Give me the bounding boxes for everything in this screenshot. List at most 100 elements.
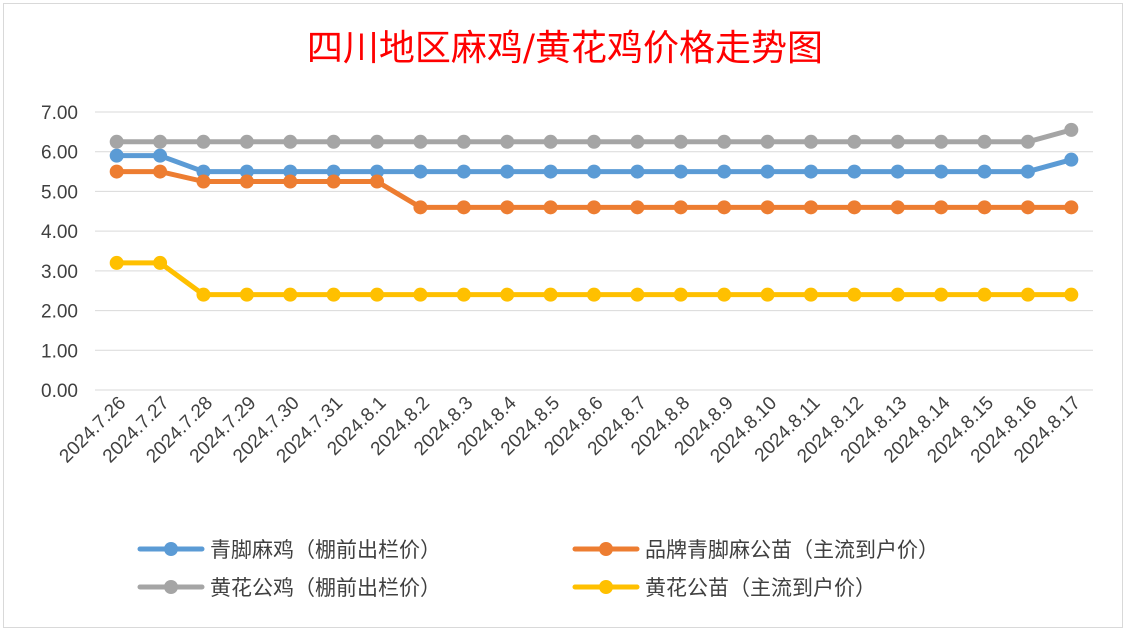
data-point xyxy=(673,164,688,179)
data-point xyxy=(153,164,168,179)
data-point xyxy=(847,200,862,215)
data-point xyxy=(803,287,818,302)
series-3 xyxy=(109,122,1079,149)
y-tick-label: 0.00 xyxy=(41,381,78,402)
gridlines xyxy=(95,111,1093,391)
data-point xyxy=(500,287,515,302)
data-point xyxy=(587,200,601,215)
data-point xyxy=(500,134,515,149)
data-point xyxy=(109,148,124,163)
data-point xyxy=(934,200,949,215)
data-point xyxy=(370,164,385,179)
data-point xyxy=(283,287,298,302)
data-point xyxy=(977,134,992,149)
data-point xyxy=(1064,152,1079,167)
series-lines xyxy=(109,122,1079,302)
data-point xyxy=(760,164,775,179)
legend-marker xyxy=(599,580,613,594)
data-point xyxy=(239,134,254,149)
data-point xyxy=(1020,164,1035,179)
data-point xyxy=(760,200,775,215)
data-point xyxy=(196,164,211,179)
data-point xyxy=(847,287,862,302)
data-point xyxy=(326,287,341,302)
legend-label: 黄花公苗（主流到户价） xyxy=(645,576,876,600)
y-tick-label: 2.00 xyxy=(41,302,78,323)
y-tick-label: 1.00 xyxy=(41,341,78,362)
data-point xyxy=(977,164,992,179)
data-point xyxy=(456,134,471,149)
y-tick-label: 6.00 xyxy=(41,143,78,164)
data-point xyxy=(283,164,298,179)
data-point xyxy=(1020,287,1035,302)
legend-item: 青脚麻鸡（棚前出栏价） xyxy=(137,538,441,562)
data-point xyxy=(543,287,558,302)
data-point xyxy=(153,134,168,149)
data-point xyxy=(109,134,124,149)
legend-item: 黄花公苗（主流到户价） xyxy=(572,576,876,600)
data-point xyxy=(283,174,298,189)
data-point xyxy=(847,164,862,179)
data-point xyxy=(1020,200,1035,215)
data-point xyxy=(803,200,818,215)
data-point xyxy=(1020,134,1035,149)
series-2 xyxy=(109,164,1079,215)
data-point xyxy=(890,287,905,302)
legend-label: 黄花公鸡（棚前出栏价） xyxy=(210,576,441,600)
data-point xyxy=(500,164,515,179)
data-point xyxy=(456,287,471,302)
data-point xyxy=(1064,200,1079,215)
data-point xyxy=(890,134,905,149)
data-point xyxy=(673,287,688,302)
data-point xyxy=(760,134,775,149)
data-point xyxy=(803,164,818,179)
data-point xyxy=(934,164,949,179)
data-point xyxy=(890,200,905,215)
y-axis-ticks: 0.00 1.00 2.00 3.00 4.00 5.00 6.00 7.00 xyxy=(41,103,78,402)
data-point xyxy=(370,134,385,149)
legend: 青脚麻鸡（棚前出栏价） 品牌青脚麻公苗（主流到户价） 黄花公鸡（棚前出栏价） 黄花公苗… xyxy=(137,538,939,600)
legend-label: 品牌青脚麻公苗（主流到户价） xyxy=(645,538,939,562)
data-point xyxy=(934,287,949,302)
data-point xyxy=(239,164,254,179)
legend-marker xyxy=(164,580,178,594)
data-point xyxy=(630,164,645,179)
data-point xyxy=(326,174,341,189)
chart-title: 四川地区麻鸡/黄花鸡价格走势图 xyxy=(307,28,823,69)
y-tick-label: 4.00 xyxy=(41,222,78,243)
data-point xyxy=(153,255,168,270)
x-axis-ticks: 2024.7.262024.7.272024.7.282024.7.292024… xyxy=(56,392,1085,467)
data-point xyxy=(630,287,645,302)
data-point xyxy=(630,200,645,215)
data-point xyxy=(413,134,428,149)
legend-item: 品牌青脚麻公苗（主流到户价） xyxy=(572,538,939,562)
data-point xyxy=(456,200,471,215)
data-point xyxy=(587,134,601,149)
legend-item: 黄花公鸡（棚前出栏价） xyxy=(137,576,441,600)
series-1 xyxy=(109,148,1079,179)
data-point xyxy=(630,134,645,149)
data-point xyxy=(500,200,515,215)
data-point xyxy=(153,148,168,163)
data-point xyxy=(1064,122,1079,137)
data-point xyxy=(760,287,775,302)
chart-frame xyxy=(3,3,1123,628)
data-point xyxy=(196,134,211,149)
data-point xyxy=(370,174,385,189)
data-point xyxy=(934,134,949,149)
data-point xyxy=(717,287,732,302)
data-point xyxy=(413,200,428,215)
data-point xyxy=(543,164,558,179)
legend-label: 青脚麻鸡（棚前出栏价） xyxy=(210,538,441,562)
y-tick-label: 3.00 xyxy=(41,262,78,283)
data-point xyxy=(1064,287,1079,302)
data-point xyxy=(196,174,211,189)
data-point xyxy=(109,164,124,179)
data-point xyxy=(196,287,211,302)
legend-marker xyxy=(599,542,613,556)
data-point xyxy=(977,287,992,302)
data-point xyxy=(717,200,732,215)
data-point xyxy=(890,164,905,179)
data-point xyxy=(543,134,558,149)
